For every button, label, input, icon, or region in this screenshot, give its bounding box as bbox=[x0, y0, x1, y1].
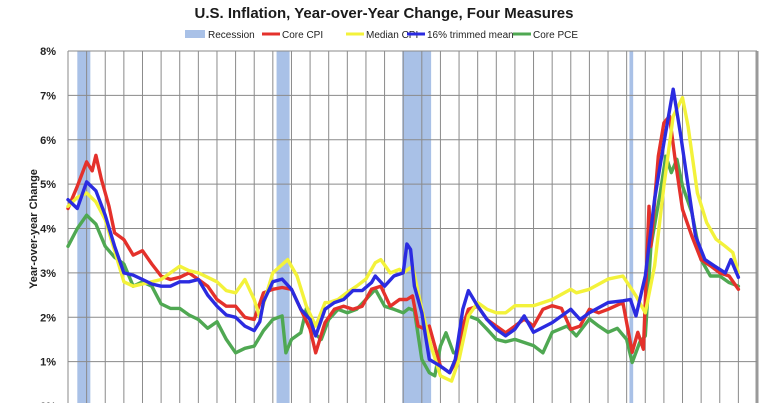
legend-label-median-cpi: Median CPI bbox=[366, 30, 418, 41]
series-lines bbox=[66, 87, 741, 383]
legend-label-16-trimmed-mean: 16% trimmed mean bbox=[427, 30, 514, 41]
y-tick-label: 0% bbox=[40, 401, 56, 403]
y-tick-label: 2% bbox=[40, 312, 56, 324]
series-line-16-trimmed-mean bbox=[66, 87, 741, 375]
y-axis-label: Year-over-year Change bbox=[28, 169, 40, 289]
y-tick-label: 4% bbox=[40, 224, 56, 236]
y-tick-label: 1% bbox=[40, 357, 56, 369]
y-tick-label: 3% bbox=[40, 268, 56, 280]
recession-band bbox=[629, 51, 634, 403]
chart-title: U.S. Inflation, Year-over-Year Change, F… bbox=[194, 5, 573, 22]
legend-label-recession: Recession bbox=[208, 30, 255, 41]
legend-swatch-recession bbox=[185, 30, 205, 38]
y-tick-label: 7% bbox=[40, 90, 56, 102]
y-tick-label: 6% bbox=[40, 135, 56, 147]
y-tick-label: 8% bbox=[40, 46, 56, 58]
legend: Recession Core CPI Median CPI 16% trimmed m… bbox=[185, 30, 578, 41]
legend-label-core-cpi: Core CPI bbox=[282, 30, 323, 41]
series-line-core-cpi bbox=[66, 114, 741, 375]
legend-label-core-pce: Core PCE bbox=[533, 30, 578, 41]
gridlines bbox=[67, 50, 759, 403]
y-axis-ticks: 0% 1% 2% 3% 4% 5% 6% 7% 8% bbox=[40, 46, 56, 403]
y-tick-label: 5% bbox=[40, 179, 56, 191]
